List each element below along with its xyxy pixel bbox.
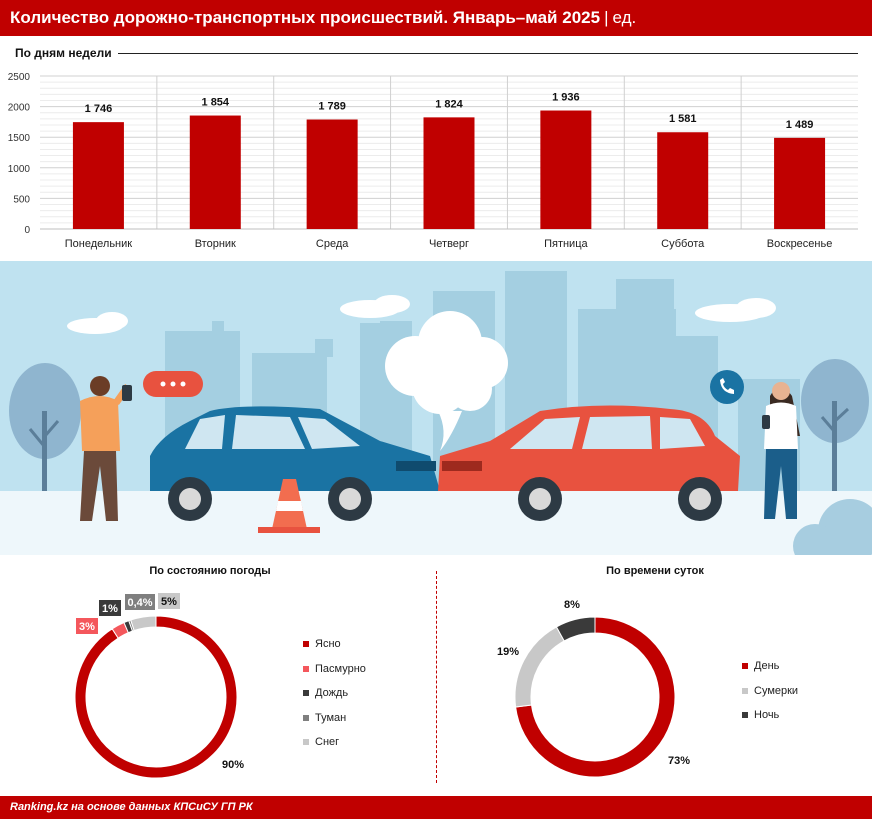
slice-value-label: 3% [79,621,95,633]
bar-chart-title-rule [118,53,858,54]
weekday-bar-chart: 0 500 1000 1500 2000 2500 1 746 Понедельник 1 85… [8,72,858,250]
speech-bubble-icon [143,371,203,397]
legend-label: Дождь [315,687,349,700]
man-with-phone [80,376,132,521]
legend-label: Сумерки [754,684,799,697]
time-chart-title: По времени суток [606,565,704,577]
legend-item: Пасмурно [303,657,366,682]
legend-label: Ночь [754,709,780,722]
bottom-right-bush [793,499,872,555]
phone-call-icon [710,370,744,404]
slice-value-label: 5% [161,596,177,608]
accident-illustration [0,261,872,555]
time-legend: День Сумерки Ночь [742,654,798,728]
pie-slice [130,615,157,632]
footer-bar: Ranking.kz на основе данных КПСиСУ ГП РК [0,796,872,819]
bar-value-label: 1 489 [786,119,814,131]
y-tick-label: 2500 [8,72,31,83]
legend-item: Снег [303,730,366,755]
charts-divider [436,571,437,783]
slice-value-label: 1% [102,603,118,615]
x-tick-label: Понедельник [65,238,133,250]
slice-label-box [76,618,98,634]
clouds [67,295,776,334]
legend-item: Туман [303,706,366,731]
left-tree [9,363,81,496]
legend-item: Ночь [742,703,798,728]
legend-label: Туман [315,711,347,724]
bar [72,122,124,229]
legend-swatch [303,641,309,648]
slice-value-label: 73% [668,755,690,767]
bar [657,132,709,229]
y-tick-label: 0 [24,225,30,236]
bar-value-label: 1 581 [669,113,697,125]
title-separator: | [604,8,609,27]
bar [189,115,241,229]
woman-with-phone [762,382,800,519]
title-unit: ед. [612,8,637,27]
y-tick-label: 1500 [8,133,31,144]
pie-slice [515,616,676,778]
legend-label: День [754,660,780,673]
legend-item: Ясно [303,632,366,657]
legend-label: Снег [315,736,340,749]
y-tick-label: 500 [13,194,30,205]
weather-legend: Ясно Пасмурно Дождь Туман Снег [303,632,366,755]
bar-value-label: 1 789 [318,101,346,113]
slice-value-label: 90% [222,759,244,771]
weather-chart-title: По состоянию погоды [149,565,271,577]
legend-label: Пасмурно [315,662,366,675]
bar [306,119,358,229]
legend-item: Дождь [303,681,366,706]
x-tick-label: Четверг [429,238,469,250]
red-car [438,405,740,521]
bar [774,137,826,229]
y-tick-label: 2000 [8,103,31,114]
road [0,491,872,555]
slice-value-label: 8% [564,599,580,611]
legend-swatch [303,714,309,721]
legend-item: Сумерки [742,679,798,704]
legend-swatch [742,712,748,719]
bar [540,110,592,229]
pie-slice [74,615,238,779]
traffic-cone [258,479,320,533]
pie-slice [555,616,596,642]
page-title: Количество дорожно-транспортных происшес… [10,8,636,28]
legend-swatch [303,690,309,697]
slice-label-box [158,593,180,609]
x-tick-label: Вторник [195,238,236,250]
smoke-cloud [385,311,508,451]
bar-value-label: 1 936 [552,92,580,104]
legend-swatch [303,739,309,746]
pie-slice [514,626,565,708]
legend-label: Ясно [315,638,341,651]
x-tick-label: Пятница [544,238,588,250]
x-tick-label: Суббота [661,238,705,250]
title-text: Количество дорожно-транспортных происшес… [10,8,601,27]
slice-label-box [99,600,121,616]
legend-swatch [742,687,748,694]
header-bar: Количество дорожно-транспортных происшес… [0,0,872,36]
bar-value-label: 1 746 [85,103,113,115]
x-tick-label: Воскресенье [767,238,833,250]
source-note: Ranking.kz на основе данных КПСиСУ ГП РК [10,801,253,813]
legend-item: День [742,654,798,679]
legend-swatch [303,665,309,672]
bar [423,117,475,229]
y-tick-label: 1000 [8,164,31,175]
bar-chart-title: По дням недели [15,46,112,60]
slice-label-box [125,594,155,610]
blue-car [150,406,440,521]
bar-value-label: 1 824 [435,98,463,110]
bar-value-label: 1 854 [202,97,230,109]
legend-swatch [742,663,748,670]
right-tree [801,359,869,491]
slice-value-label: 19% [497,646,519,658]
slice-value-label: 0,4% [127,597,152,609]
x-tick-label: Среда [316,238,349,250]
